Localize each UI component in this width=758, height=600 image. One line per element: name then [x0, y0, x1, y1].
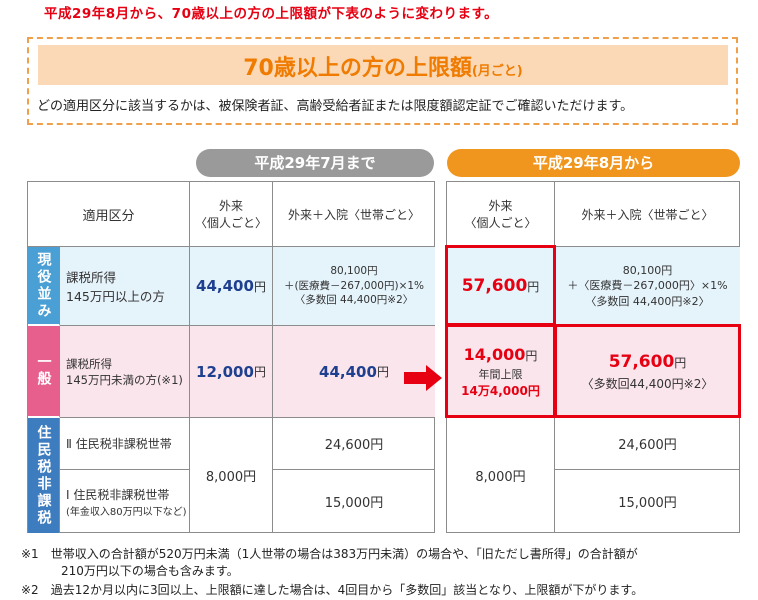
- new-outpatient-juminzei: 8,000円: [447, 418, 555, 533]
- unit: 円: [253, 365, 266, 379]
- period-new-badge: 平成29年8月から: [447, 149, 740, 177]
- footnote-1: ※1 世帯収入の合計額が520万円未満（1人世帯の場合は383万円未満）の場合や…: [21, 547, 638, 561]
- amount-line: 57,600円: [609, 352, 687, 372]
- new-table: 外来 〈個人ごと〉 外来＋入院〈世帯ごと〉 57,600 円 80,100円 ＋〈…: [446, 181, 740, 533]
- amount: 44,400: [319, 362, 377, 381]
- amount: 14,000: [463, 344, 526, 364]
- amount: 57,600: [461, 276, 528, 296]
- annual-amount: 14万4,000円: [461, 383, 540, 398]
- new-combined-juminzei2: 24,600円: [555, 418, 740, 470]
- title-bar: 70歳以上の方の上限額(月ごと): [38, 45, 728, 85]
- title-main: 70歳以上の方の上限額: [243, 56, 472, 81]
- group-label-juminzei: 住民税非課税: [28, 418, 60, 533]
- title: 70歳以上の方の上限額(月ごと): [38, 50, 728, 82]
- highlight-box: [445, 245, 556, 326]
- new-outpatient-genyaku: 57,600 円: [447, 247, 555, 326]
- header-combined: 外来＋入院〈世帯ごと〉: [273, 182, 435, 247]
- highlight-box: [445, 324, 556, 418]
- arrow-right-icon: [404, 365, 442, 391]
- row-label-genyaku: 課税所得 145万円以上の方: [60, 247, 190, 326]
- group-label-ippan: 一般: [28, 326, 60, 418]
- unit: 円: [376, 365, 389, 379]
- note-line: どの適用区分に該当するかは、被保険者証、高齢受給者証または限度額認定証でご確認い…: [37, 99, 634, 114]
- header-combined-new: 外来＋入院〈世帯ごと〉: [555, 182, 740, 247]
- group-label-genyaku: 現役並み: [28, 247, 60, 326]
- header-outpatient-new: 外来 〈個人ごと〉: [447, 182, 555, 247]
- new-combined-genyaku: 80,100円 ＋〈医療費－267,000円〉×1% 〈多数回 44,400円※…: [555, 247, 740, 326]
- highlight-box: [554, 324, 741, 418]
- old-outpatient-genyaku: 44,400 円: [190, 247, 273, 326]
- new-outpatient-ippan: 14,000円 年間上限 14万4,000円: [447, 326, 555, 418]
- footnote-1-cont: 210万円以下の場合も含みます。: [61, 564, 239, 578]
- multiple-note: 〈多数回44,400円※2〉: [581, 376, 714, 391]
- row-label-ippan: 課税所得 145万円未満の方(※1): [60, 326, 190, 418]
- annual-note: 年間上限: [478, 367, 523, 381]
- footnote-2: ※2 過去12か月以内に3回以上、上限額に達した場合は、4回目から「多数回」該当…: [21, 583, 644, 597]
- notice-box: [27, 37, 738, 125]
- old-outpatient-juminzei: 8,000円: [190, 418, 273, 533]
- period-old-badge: 平成29年7月まで: [196, 149, 434, 177]
- amount: 57,600: [608, 351, 675, 372]
- old-combined-juminzei1: 15,000円: [324, 496, 384, 511]
- header-outpatient: 外来 〈個人ごと〉: [190, 182, 273, 247]
- new-combined-ippan: 57,600円 〈多数回44,400円※2〉: [555, 326, 740, 418]
- old-outpatient-ippan: 12,000 円: [190, 326, 273, 418]
- new-combined-juminzei1: 15,000円: [618, 496, 677, 511]
- header-category: 適用区分: [28, 182, 190, 247]
- amount: 12,000: [196, 362, 254, 381]
- unit: 円: [527, 279, 540, 294]
- old-combined-genyaku: 80,100円 ＋(医療費－267,000円)×1% 〈多数回 44,400円※…: [273, 247, 435, 326]
- old-table: 適用区分 外来 〈個人ごと〉 外来＋入院〈世帯ごと〉 現役並み 課税所得 145…: [27, 181, 435, 533]
- label: Ⅰ 住民税非課税世帯: [66, 487, 170, 502]
- headline: 平成29年8月から、70歳以上の方の上限額が下表のように変わります。: [44, 6, 499, 22]
- unit: 円: [525, 348, 538, 363]
- row-label-juminzei1: Ⅰ 住民税非課税世帯 (年金収入80万円以下など): [60, 470, 190, 533]
- row-label-juminzei2: Ⅱ 住民税非課税世帯: [60, 418, 190, 470]
- sublabel: (年金収入80万円以下など): [66, 506, 187, 518]
- unit: 円: [674, 355, 687, 370]
- amount-line: 14,000円: [464, 345, 538, 364]
- amount: 44,400: [196, 277, 254, 295]
- old-combined-juminzei2: 24,600円: [273, 418, 435, 470]
- unit: 円: [253, 279, 266, 294]
- title-sub: (月ごと): [471, 64, 523, 79]
